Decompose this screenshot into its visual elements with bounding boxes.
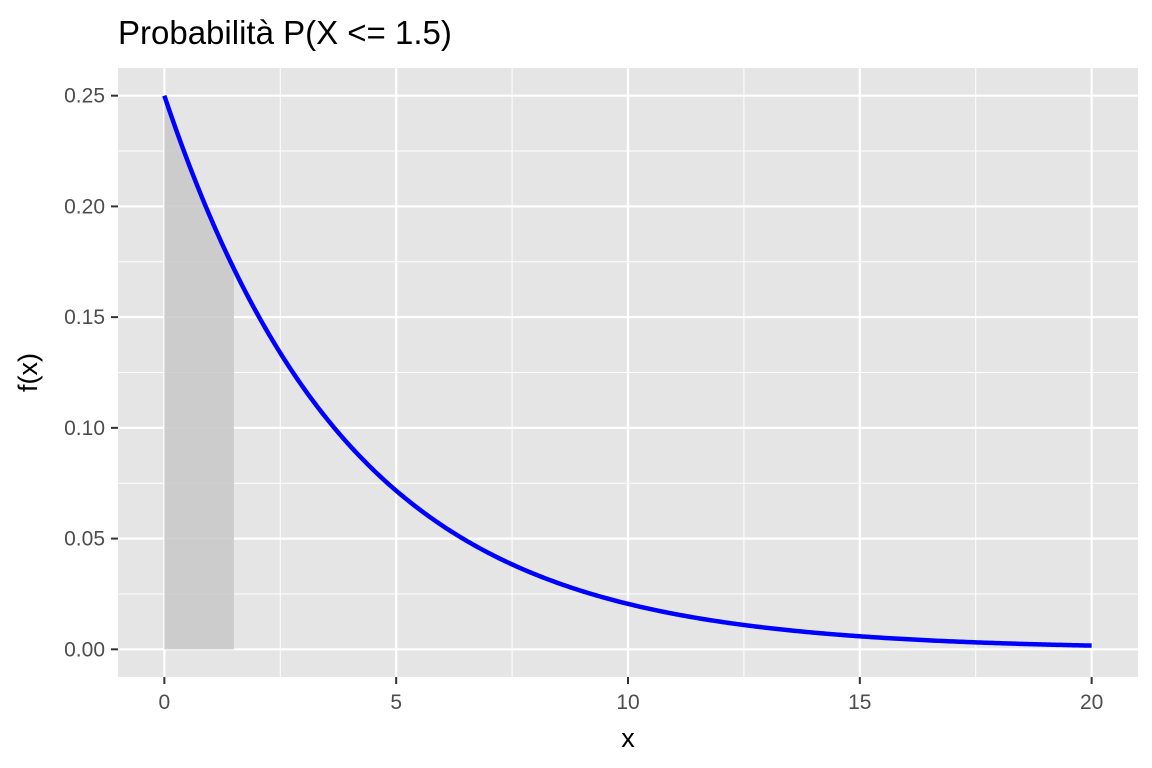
y-tick-label: 0.20 <box>64 195 105 218</box>
x-tick-label: 15 <box>848 691 871 714</box>
x-tick-label: 0 <box>159 691 171 714</box>
x-tick-label: 5 <box>390 691 402 714</box>
y-axis-title: f(x) <box>13 353 43 392</box>
y-tick-label: 0.15 <box>64 306 105 329</box>
x-tick-label: 20 <box>1080 691 1103 714</box>
y-axis: 0.00 0.05 0.10 0.15 0.20 0.25 <box>64 85 118 661</box>
y-tick-label: 0.10 <box>64 417 105 440</box>
density-curve <box>162 94 1092 648</box>
y-tick-label: 0.25 <box>64 85 105 108</box>
x-axis-title: x <box>621 723 635 753</box>
x-axis: 0 5 10 15 20 <box>159 677 1103 714</box>
chart-title: Probabilità P(X <= 1.5) <box>118 14 452 51</box>
y-tick-label: 0.05 <box>64 528 105 551</box>
x-tick-label: 10 <box>616 691 639 714</box>
y-tick-label: 0.00 <box>64 638 105 661</box>
